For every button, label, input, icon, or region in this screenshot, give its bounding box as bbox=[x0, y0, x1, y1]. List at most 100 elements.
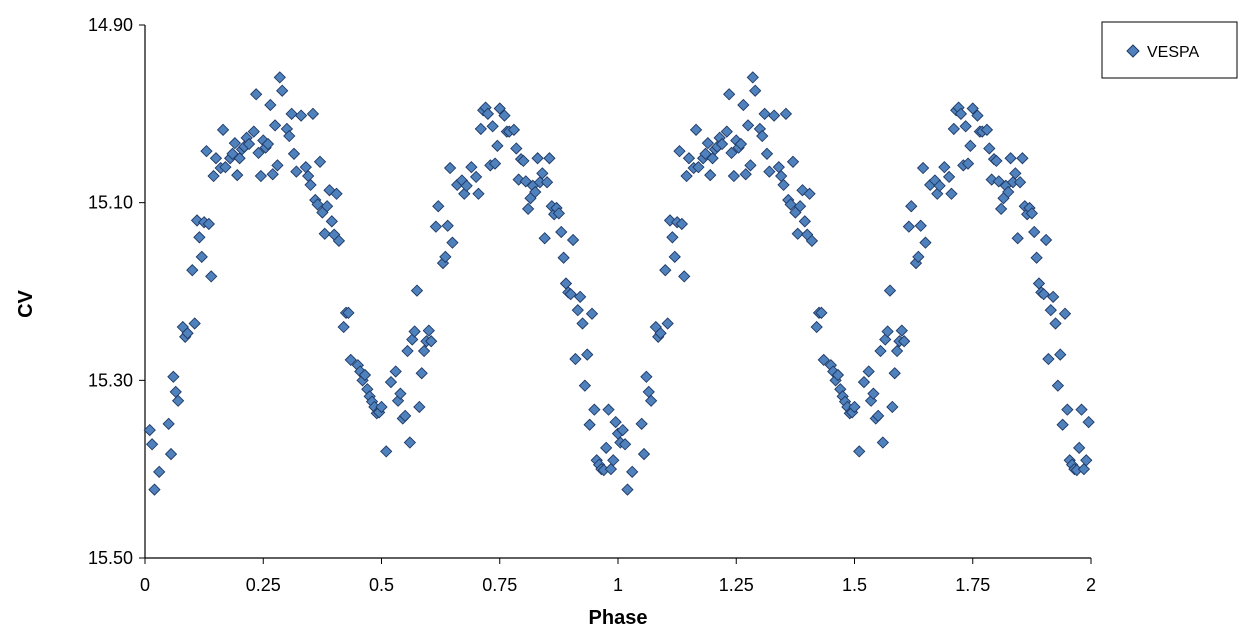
data-point bbox=[727, 169, 741, 183]
data-point bbox=[200, 145, 213, 158]
data-point bbox=[380, 445, 393, 458]
data-point bbox=[252, 146, 265, 160]
data-point bbox=[942, 170, 956, 184]
data-point bbox=[1075, 403, 1088, 416]
data-point bbox=[600, 441, 613, 454]
data-point bbox=[188, 317, 201, 330]
data-point bbox=[890, 344, 904, 358]
data-point bbox=[491, 139, 504, 152]
data-point bbox=[242, 137, 256, 151]
data-point bbox=[521, 202, 535, 216]
data-point bbox=[313, 155, 327, 168]
data-point bbox=[417, 344, 431, 358]
data-point bbox=[394, 387, 407, 400]
data-point bbox=[268, 119, 282, 132]
data-point bbox=[886, 400, 899, 414]
data-point bbox=[555, 225, 568, 239]
tick-labels: 0 0.25 0.5 0.75 1 1.25 1.5 1.75 2 14.90 15.10 15.30… bbox=[88, 15, 1096, 595]
data-point bbox=[294, 109, 308, 122]
data-point bbox=[169, 385, 182, 399]
data-point bbox=[578, 379, 592, 392]
data-point bbox=[803, 187, 816, 200]
data-point bbox=[559, 277, 573, 290]
data-point bbox=[344, 353, 357, 367]
data-point bbox=[763, 165, 776, 178]
data-point bbox=[261, 137, 275, 151]
data-point bbox=[486, 120, 499, 133]
data-point bbox=[805, 234, 819, 248]
data-point bbox=[290, 165, 303, 178]
x-tick-label: 0.75 bbox=[482, 575, 517, 595]
legend: VESPA bbox=[1101, 21, 1238, 79]
data-point bbox=[228, 137, 242, 150]
data-point bbox=[413, 400, 426, 414]
data-point bbox=[1037, 288, 1050, 301]
data-point bbox=[737, 98, 750, 112]
data-point bbox=[1061, 403, 1074, 416]
data-point bbox=[493, 102, 506, 115]
data-point bbox=[231, 168, 244, 182]
data-point bbox=[1082, 415, 1095, 429]
x-axis-title: Phase bbox=[589, 607, 648, 626]
data-point bbox=[758, 107, 771, 120]
data-point bbox=[529, 185, 542, 199]
data-point bbox=[552, 207, 566, 220]
data-point bbox=[205, 270, 218, 283]
data-point bbox=[701, 137, 715, 150]
data-point bbox=[961, 157, 975, 170]
data-point bbox=[439, 250, 452, 263]
data-point bbox=[536, 167, 549, 180]
data-point bbox=[1051, 379, 1065, 392]
data-point bbox=[644, 394, 658, 407]
data-point bbox=[777, 178, 790, 192]
data-point bbox=[564, 288, 577, 301]
data-point bbox=[425, 335, 438, 348]
data-point bbox=[902, 220, 916, 233]
data-point bbox=[250, 88, 263, 101]
data-point bbox=[399, 409, 412, 423]
data-point bbox=[441, 219, 454, 232]
data-point bbox=[271, 159, 284, 172]
data-point bbox=[318, 227, 331, 240]
data-point bbox=[914, 219, 927, 232]
data-point bbox=[983, 142, 996, 155]
data-point bbox=[171, 394, 185, 407]
data-point bbox=[898, 335, 911, 348]
data-point bbox=[779, 107, 793, 120]
data-point bbox=[867, 387, 880, 400]
data-point bbox=[966, 102, 979, 115]
data-point bbox=[715, 137, 729, 151]
data-point bbox=[1058, 307, 1072, 320]
data-point bbox=[933, 179, 946, 192]
legend-label: VESPA bbox=[1147, 44, 1200, 61]
data-point bbox=[689, 123, 703, 136]
data-point bbox=[604, 463, 618, 476]
data-point bbox=[148, 483, 161, 496]
data-point bbox=[959, 120, 972, 133]
data-point bbox=[389, 365, 402, 378]
data-point bbox=[287, 147, 301, 160]
data-point bbox=[916, 161, 930, 175]
data-point bbox=[912, 250, 925, 263]
data-point bbox=[734, 137, 748, 151]
data-point bbox=[640, 370, 653, 383]
data-point bbox=[264, 98, 277, 112]
data-point bbox=[276, 84, 289, 97]
data-point bbox=[432, 200, 445, 213]
data-point bbox=[659, 264, 672, 277]
data-point bbox=[831, 368, 845, 382]
data-point bbox=[602, 403, 615, 416]
data-point bbox=[1013, 176, 1027, 189]
x-tick-label: 1.5 bbox=[842, 575, 867, 595]
data-point bbox=[857, 375, 871, 389]
data-point bbox=[883, 284, 897, 297]
x-tick-label: 2 bbox=[1086, 575, 1096, 595]
data-point bbox=[304, 178, 317, 192]
data-point bbox=[784, 198, 797, 211]
data-point bbox=[798, 215, 811, 228]
data-point bbox=[465, 160, 478, 174]
data-point bbox=[744, 159, 757, 172]
data-point bbox=[1011, 232, 1024, 245]
data-point bbox=[574, 290, 587, 303]
